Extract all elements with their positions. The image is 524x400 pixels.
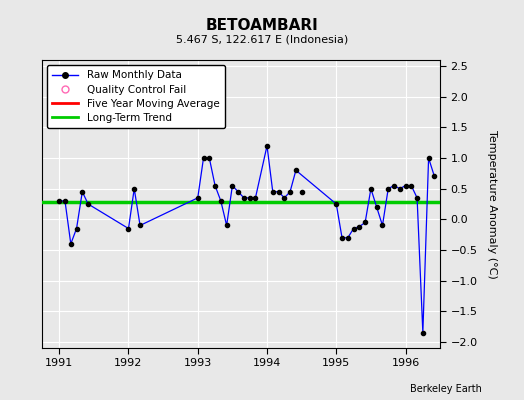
Point (193, 195, 202, 201)
Point (350, 225, 358, 232)
Point (240, 195, 248, 201)
Point (419, 330, 427, 336)
Point (292, 167, 300, 174)
Point (251, 195, 259, 201)
Point (84, 201, 92, 207)
Point (373, 204, 381, 210)
Point (275, 188, 283, 195)
Point (430, 173, 439, 180)
Point (263, 142, 271, 149)
Point (246, 195, 254, 201)
Point (72, 225, 81, 232)
Point (355, 224, 364, 230)
Point (280, 195, 289, 201)
Point (223, 222, 231, 229)
Point (228, 182, 236, 189)
Point (61, 198, 69, 204)
Point (298, 188, 306, 195)
Legend: Raw Monthly Data, Quality Control Fail, Five Year Moving Average, Long-Term Tren: Raw Monthly Data, Quality Control Fail, … (47, 65, 225, 128)
Point (407, 182, 416, 189)
Point (367, 186, 375, 192)
Point (199, 155, 208, 161)
Point (424, 155, 433, 161)
Point (205, 155, 213, 161)
Point (384, 186, 392, 192)
Point (344, 234, 352, 241)
Point (390, 182, 398, 189)
Point (78, 188, 86, 195)
Point (67, 241, 75, 247)
Point (286, 188, 294, 195)
Point (216, 198, 225, 204)
Y-axis label: Temperature Anomaly (°C): Temperature Anomaly (°C) (487, 130, 497, 278)
Point (413, 195, 421, 201)
Point (378, 222, 387, 229)
Point (269, 188, 277, 195)
Point (136, 222, 144, 229)
Point (211, 182, 219, 189)
Point (401, 182, 410, 189)
Text: 5.467 S, 122.617 E (Indonesia): 5.467 S, 122.617 E (Indonesia) (176, 34, 348, 44)
Text: Berkeley Earth: Berkeley Earth (410, 384, 482, 394)
Point (338, 234, 346, 241)
Point (130, 186, 138, 192)
Point (361, 219, 369, 226)
Text: BETOAMBARI: BETOAMBARI (205, 18, 319, 33)
Point (396, 186, 404, 192)
Point (234, 188, 242, 195)
Point (55, 198, 63, 204)
Point (332, 201, 341, 207)
Point (124, 225, 133, 232)
